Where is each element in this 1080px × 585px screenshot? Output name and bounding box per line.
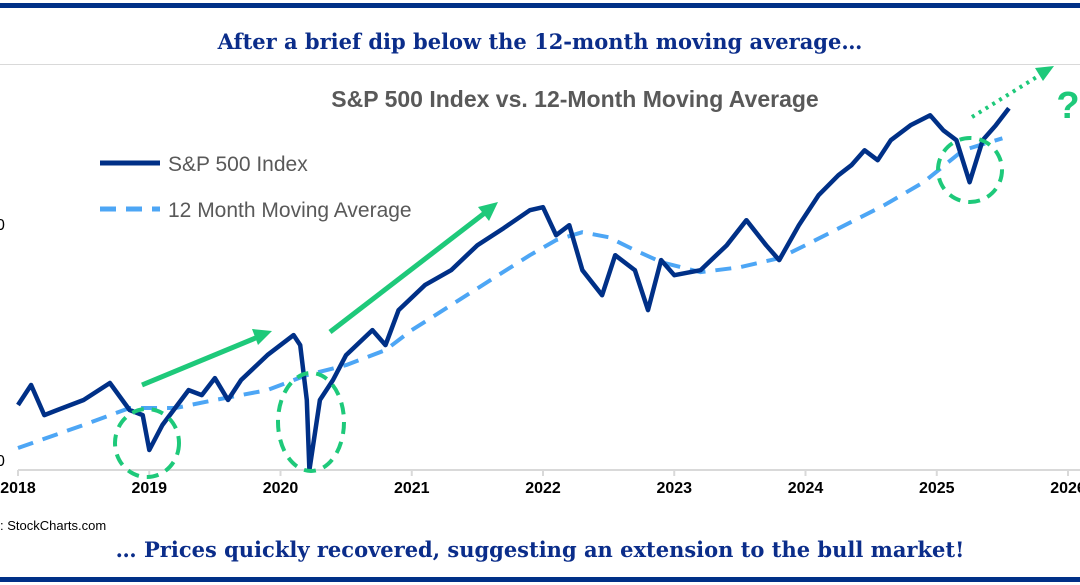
index-line — [16, 106, 1011, 473]
divider — [0, 64, 1080, 65]
annotations: ? — [113, 66, 1080, 479]
x-tick-label: 2020 — [263, 480, 299, 497]
footer-text: … Prices quickly recovered, suggesting a… — [115, 537, 965, 562]
source-label: : StockCharts.com — [0, 518, 107, 533]
legend-label-ma: 12 Month Moving Average — [168, 199, 412, 222]
dip-circle-2019 — [113, 407, 181, 479]
arrowhead-icon — [1035, 66, 1054, 81]
x-tick-label: 2023 — [656, 480, 692, 497]
x-tick-label: 2019 — [131, 480, 167, 497]
chart-title: S&P 500 Index vs. 12-Month Moving Averag… — [331, 86, 818, 112]
x-tick-label: 2026 — [1050, 480, 1080, 497]
arrowhead-icon — [478, 202, 498, 221]
top-bar — [0, 3, 1080, 8]
legend: S&P 500 Index 12 Month Moving Average — [100, 153, 412, 222]
trend-arrow-2019 — [141, 334, 259, 388]
dip-circle-2020 — [276, 371, 346, 473]
y-tick-label: 0 — [0, 453, 5, 470]
trend-arrow-2021 — [328, 210, 488, 334]
projection-arrow — [970, 73, 1042, 119]
arrowhead-icon — [252, 329, 272, 345]
y-tick-label: 0 — [0, 217, 5, 234]
header-text: After a brief dip below the 12-month mov… — [217, 29, 863, 54]
bottom-bar — [0, 577, 1080, 582]
dip-circle-2025 — [936, 136, 1004, 204]
x-tick-label: 2018 — [0, 480, 36, 497]
x-tick-label: 2022 — [525, 480, 561, 497]
legend-label-index: S&P 500 Index — [168, 153, 308, 176]
x-tick-label: 2021 — [394, 480, 430, 497]
question-mark: ? — [1056, 85, 1079, 127]
x-tick-label: 2024 — [788, 480, 824, 497]
ma-line — [17, 136, 1003, 450]
x-tick-label: 2025 — [919, 480, 955, 497]
